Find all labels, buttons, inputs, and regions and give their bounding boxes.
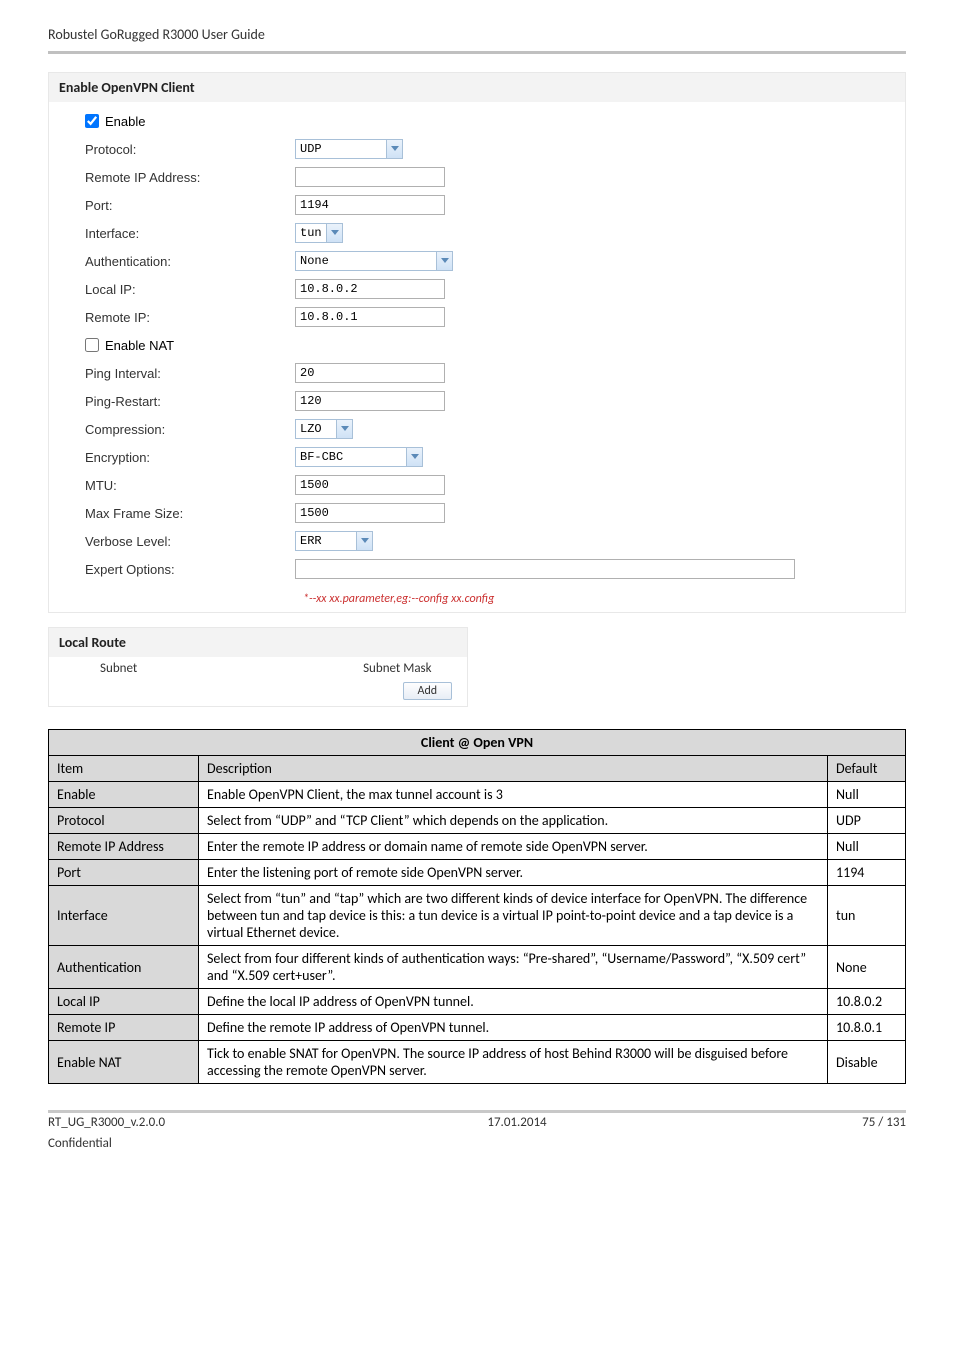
remote-ip-input[interactable] — [295, 167, 445, 187]
verbose-select[interactable]: ERR — [295, 531, 373, 551]
table-cell-desc: Enable OpenVPN Client, the max tunnel ac… — [199, 782, 828, 808]
remote-ip2-input[interactable] — [295, 307, 445, 327]
local-ip-input[interactable] — [295, 279, 445, 299]
mtu-input[interactable] — [295, 475, 445, 495]
interface-select[interactable]: tun — [295, 223, 343, 243]
compression-select[interactable]: LZO — [295, 419, 353, 439]
local-ip-label: Local IP: — [85, 282, 295, 297]
protocol-select[interactable]: UDP — [295, 139, 403, 159]
footer-page: 75 / 131 — [786, 1115, 906, 1130]
th-desc: Description — [199, 756, 828, 782]
enable-label: Enable — [105, 114, 145, 129]
remote-ip2-label: Remote IP: — [85, 310, 295, 325]
chevron-down-icon — [436, 252, 452, 270]
mtu-label: MTU: — [85, 478, 295, 493]
chevron-down-icon — [336, 420, 352, 438]
port-input[interactable] — [295, 195, 445, 215]
table-cell-desc: Tick to enable SNAT for OpenVPN. The sou… — [199, 1041, 828, 1084]
th-default: Default — [828, 756, 906, 782]
ping-interval-input[interactable] — [295, 363, 445, 383]
page-footer: RT_UG_R3000_v.2.0.0 17.01.2014 75 / 131 — [0, 1115, 954, 1136]
footer-separator — [48, 1110, 906, 1113]
expert-note: *--xx xx.parameter,eg:--config xx.config — [303, 592, 905, 612]
encryption-select[interactable]: BF-CBC — [295, 447, 423, 467]
footer-doc-id: RT_UG_R3000_v.2.0.0 — [48, 1115, 248, 1130]
openvpn-panel: Enable OpenVPN Client Enable Protocol: U… — [48, 72, 906, 613]
footer-date: 17.01.2014 — [248, 1115, 786, 1130]
table-cell-item: Port — [49, 860, 199, 886]
table-cell-item: Remote IP Address — [49, 834, 199, 860]
interface-label: Interface: — [85, 226, 295, 241]
ping-restart-input[interactable] — [295, 391, 445, 411]
chevron-down-icon — [326, 224, 342, 242]
port-label: Port: — [85, 198, 295, 213]
maxframe-label: Max Frame Size: — [85, 506, 295, 521]
remote-ip-label: Remote IP Address: — [85, 170, 295, 185]
table-cell-desc: Define the remote IP address of OpenVPN … — [199, 1015, 828, 1041]
table-cell-desc: Define the local IP address of OpenVPN t… — [199, 989, 828, 1015]
ping-restart-label: Ping-Restart: — [85, 394, 295, 409]
table-cell-desc: Select from “tun” and “tap” which are tw… — [199, 886, 828, 946]
table-cell-item: Enable NAT — [49, 1041, 199, 1084]
ping-interval-label: Ping Interval: — [85, 366, 295, 381]
expert-input[interactable] — [295, 559, 795, 579]
local-route-col-subnet: Subnet — [49, 657, 188, 680]
table-cell-default: Disable — [828, 1041, 906, 1084]
table-cell-item: Protocol — [49, 808, 199, 834]
config-table-title: Client @ Open VPN — [49, 730, 906, 756]
table-cell-desc: Select from four different kinds of auth… — [199, 946, 828, 989]
config-table: Client @ Open VPN Item Description Defau… — [48, 729, 906, 1084]
enable-checkbox[interactable] — [85, 114, 99, 128]
auth-select[interactable]: None — [295, 251, 453, 271]
auth-label: Authentication: — [85, 254, 295, 269]
table-cell-item: Authentication — [49, 946, 199, 989]
chevron-down-icon — [386, 140, 402, 158]
header-separator — [48, 51, 906, 54]
enable-nat-label: Enable NAT — [105, 338, 174, 353]
th-item: Item — [49, 756, 199, 782]
table-cell-default: 1194 — [828, 860, 906, 886]
compression-label: Compression: — [85, 422, 295, 437]
local-route-panel: Local Route Subnet Subnet Mask Add — [48, 627, 468, 707]
expert-label: Expert Options: — [85, 562, 295, 577]
doc-header: Robustel GoRugged R3000 User Guide — [0, 0, 954, 49]
table-cell-desc: Enter the remote IP address or domain na… — [199, 834, 828, 860]
table-cell-item: Remote IP — [49, 1015, 199, 1041]
openvpn-panel-title: Enable OpenVPN Client — [49, 73, 905, 102]
local-route-col-mask: Subnet Mask — [328, 657, 467, 680]
encryption-label: Encryption: — [85, 450, 295, 465]
local-route-title: Local Route — [49, 628, 467, 657]
table-cell-default: 10.8.0.1 — [828, 1015, 906, 1041]
protocol-label: Protocol: — [85, 142, 295, 157]
chevron-down-icon — [406, 448, 422, 466]
table-cell-desc: Select from “UDP” and “TCP Client” which… — [199, 808, 828, 834]
table-cell-default: tun — [828, 886, 906, 946]
maxframe-input[interactable] — [295, 503, 445, 523]
table-cell-default: Null — [828, 782, 906, 808]
enable-nat-checkbox[interactable] — [85, 338, 99, 352]
table-cell-default: Null — [828, 834, 906, 860]
table-cell-desc: Enter the listening port of remote side … — [199, 860, 828, 886]
footer-confidential: Confidential — [0, 1136, 954, 1151]
verbose-label: Verbose Level: — [85, 534, 295, 549]
table-cell-default: None — [828, 946, 906, 989]
add-button[interactable]: Add — [403, 682, 453, 700]
chevron-down-icon — [356, 532, 372, 550]
table-cell-item: Local IP — [49, 989, 199, 1015]
table-cell-default: UDP — [828, 808, 906, 834]
table-cell-item: Enable — [49, 782, 199, 808]
table-cell-item: Interface — [49, 886, 199, 946]
table-cell-default: 10.8.0.2 — [828, 989, 906, 1015]
